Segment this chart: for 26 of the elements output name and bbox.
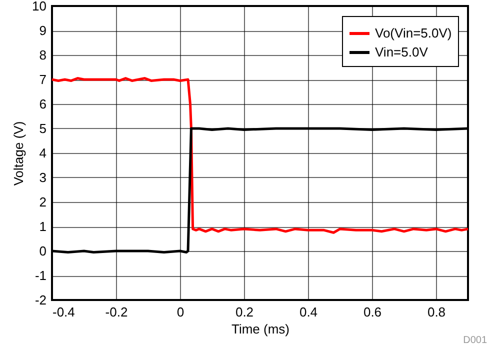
x-tick-label: 0.8 — [427, 304, 446, 320]
y-tick-label: -2 — [34, 292, 46, 308]
y-tick-label: 2 — [39, 194, 46, 210]
text: D001 — [463, 335, 487, 346]
legend-label: Vin=5.0V — [375, 44, 428, 60]
y-tick-label: 8 — [39, 48, 46, 62]
y-tick-label: 1 — [39, 219, 46, 234]
y-tick-label: 0 — [39, 244, 46, 258]
y-tick-label: 10 — [32, 0, 46, 14]
x-tick-label: 0 — [176, 304, 184, 320]
y-tick-label: 6 — [39, 96, 46, 112]
x-tick-label: -0.2 — [105, 304, 128, 320]
x-tick-label: 0.4 — [299, 304, 318, 320]
line-series — [50, 77, 470, 234]
x-axis-title: Time (ms) — [231, 322, 290, 336]
y-axis-title: Voltage (V) — [11, 121, 26, 186]
x-tick-label: 0.2 — [235, 304, 254, 320]
x-tick-label: -0.4 — [52, 304, 75, 320]
y-tick-label: 4 — [39, 146, 46, 160]
y-tick-label: -1 — [34, 268, 46, 283]
legend-label: Vo(Vin=5.0V) — [375, 26, 452, 40]
y-tick-label: 5 — [39, 121, 46, 136]
y-tick-label: 9 — [39, 23, 46, 38]
x-tick-label: 0.6 — [363, 304, 382, 320]
y-tick-label: 7 — [39, 72, 46, 87]
y-tick-label: 3 — [39, 170, 46, 185]
